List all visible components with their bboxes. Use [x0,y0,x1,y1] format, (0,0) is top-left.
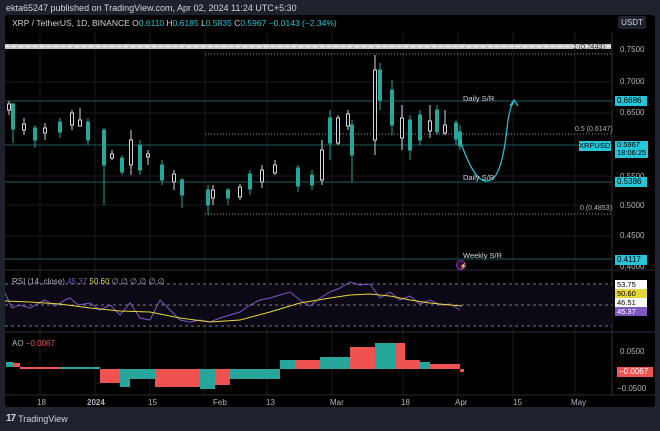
rsi-ma-line [4,293,463,323]
daily-sr-upper-label: Daily S/R [463,94,495,103]
ao-badge: −0.0067 [617,367,653,377]
ao-value: −0.0067 [25,339,55,348]
daily-sr-lower-label: Daily S/R [463,173,495,182]
time-axis[interactable]: 18 2024 15 Feb 13 Mar 18 Apr 15 May [37,398,587,407]
rsi-badge-3: 46.51 [615,298,647,307]
tradingview-logo-icon: 17 [6,413,16,424]
grid [5,33,612,395]
daily-sr-lower-badge: 0.5386 [615,177,647,187]
close-value: 0.5967 [240,18,267,28]
footer: 17 TradingView [6,413,68,424]
open-value: 0.6110 [138,18,165,28]
rsi-ma-value: 50.60 [89,277,110,286]
currency-button[interactable]: USDT [618,16,646,29]
brand-name: TradingView [18,413,68,424]
symbol-tag: XRPUSDT [579,141,615,151]
svg-text:⚡: ⚡ [460,262,467,270]
projection-path[interactable] [459,101,515,182]
publish-header: ekta65247 published on TradingView.com, … [0,0,660,17]
price-axis[interactable]: 0.7500 0.7000 0.6500 0.5500 0.5000 0.450… [620,45,645,271]
symbol-legend[interactable]: XRP / TetherUS, 1D, BINANCE O0.6110 H0.6… [12,18,337,28]
daily-sr-upper-badge: 0.6686 [615,96,647,106]
rsi-badge-1: 53.75 [615,280,647,289]
candles [7,55,462,215]
last-price-badge: 0.5967 18:06:25 [615,140,648,158]
rsi-line [4,281,461,323]
rsi-badge-2: 50.60 [615,289,647,298]
chart-canvas[interactable] [5,15,655,407]
rsi-legend[interactable]: RSI (14, close) 45.37 50.60 ∅ ∅ ∅ ∅ ∅ ∅ [12,277,165,286]
high-value: 0.6185 [172,18,199,28]
publish-info: ekta65247 published on TradingView.com, … [6,3,297,13]
fib-1-label: 1 (0.7443) [573,44,605,51]
fib-05-label: 0.5 (0.6147) [575,126,613,133]
symbol-name: XRP / TetherUS, 1D, BINANCE [12,18,130,28]
fib-0-label: 0 (0.4853) [580,205,612,212]
ao-histogram [6,343,464,389]
change-value: −0.0143 (−2.34%) [268,18,337,28]
rsi-value: 45.37 [67,277,88,286]
ao-legend[interactable]: AO −0.0067 [12,339,55,348]
lightning-icon[interactable] [456,260,466,270]
arrow-up-icon [509,98,519,107]
low-value: 0.5835 [205,18,232,28]
rsi-badge-4: 45.37 [615,307,647,316]
weekly-sr-badge: 0.4117 [615,255,647,265]
countdown-timer: 18:06:25 [617,148,647,157]
weekly-sr-label: Weekly S/R [463,251,503,260]
